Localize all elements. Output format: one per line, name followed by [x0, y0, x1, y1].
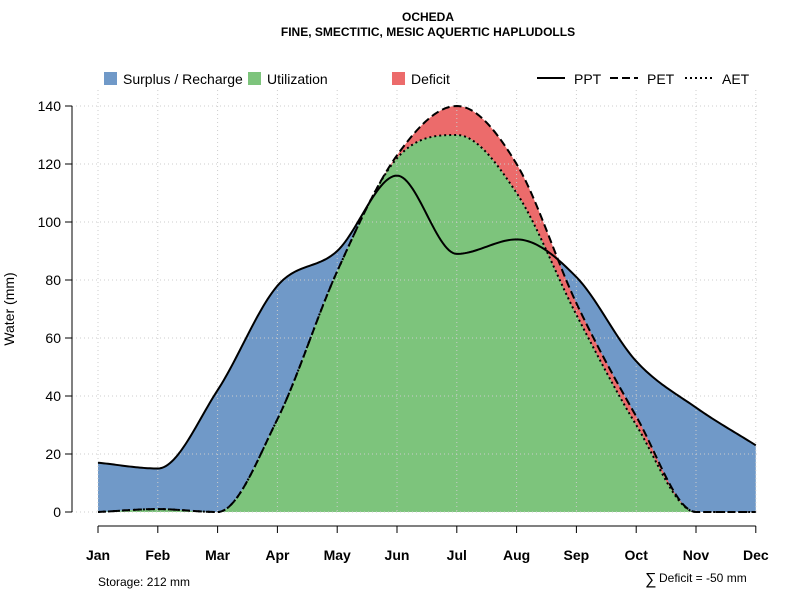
legend-label: AET: [722, 71, 750, 87]
series-lines: [97, 104, 757, 514]
surplus-recharge-area: [98, 135, 756, 512]
chart-title: OCHEDA: [402, 10, 454, 24]
legend-swatch: [104, 72, 117, 85]
series-line-aet: [97, 134, 756, 514]
utilization-area: [98, 135, 756, 512]
series-line-ppt: [97, 174, 757, 470]
chart-subtitle: FINE, SMECTITIC, MESIC AQUERTIC HAPLUDOL…: [281, 25, 575, 39]
x-tick-label: Feb: [145, 547, 170, 563]
y-axis-label: Water (mm): [1, 272, 17, 345]
x-tick-label: Nov: [683, 547, 710, 563]
series-line-pet: [97, 104, 756, 514]
x-tick-label: Jun: [385, 547, 410, 563]
x-tick-label: Sep: [564, 547, 590, 563]
legend-swatch: [248, 72, 261, 85]
y-tick-label: 140: [38, 98, 62, 114]
y-tick-label: 40: [45, 388, 61, 404]
legend-label: Utilization: [267, 71, 328, 87]
y-tick-label: 60: [45, 330, 61, 346]
legend-swatch: [392, 72, 405, 85]
legend: Surplus / Recharge Utilization Deficit PPT P…: [104, 71, 750, 87]
y-tick-label: 120: [38, 156, 62, 172]
x-tick-label: Mar: [205, 547, 230, 563]
deficit-label: Deficit = -50 mm: [659, 571, 747, 585]
sum-symbol: ∑: [645, 571, 656, 588]
y-tick-label: 20: [45, 446, 61, 462]
x-tick-label: Jan: [86, 547, 110, 563]
x-tick-label: Aug: [503, 547, 530, 563]
x-tick-label: Apr: [265, 547, 290, 563]
legend-label: Deficit: [411, 71, 450, 87]
y-tick-label: 0: [53, 504, 61, 520]
fill-areas: [98, 106, 756, 512]
x-tick-label: Oct: [625, 547, 649, 563]
y-tick-label: 80: [45, 272, 61, 288]
storage-label: Storage: 212 mm: [98, 575, 190, 589]
x-tick-label: Dec: [743, 547, 769, 563]
legend-label: Surplus / Recharge: [123, 71, 243, 87]
x-tick-label: Jul: [447, 547, 467, 563]
legend-label: PET: [647, 71, 675, 87]
y-tick-label: 100: [38, 214, 62, 230]
x-tick-label: May: [324, 547, 351, 563]
legend-label: PPT: [574, 71, 602, 87]
axes: 0 20 40 60 80 100 120 140 Jan Feb Mar Apr May Jun Jul A…: [38, 98, 769, 563]
